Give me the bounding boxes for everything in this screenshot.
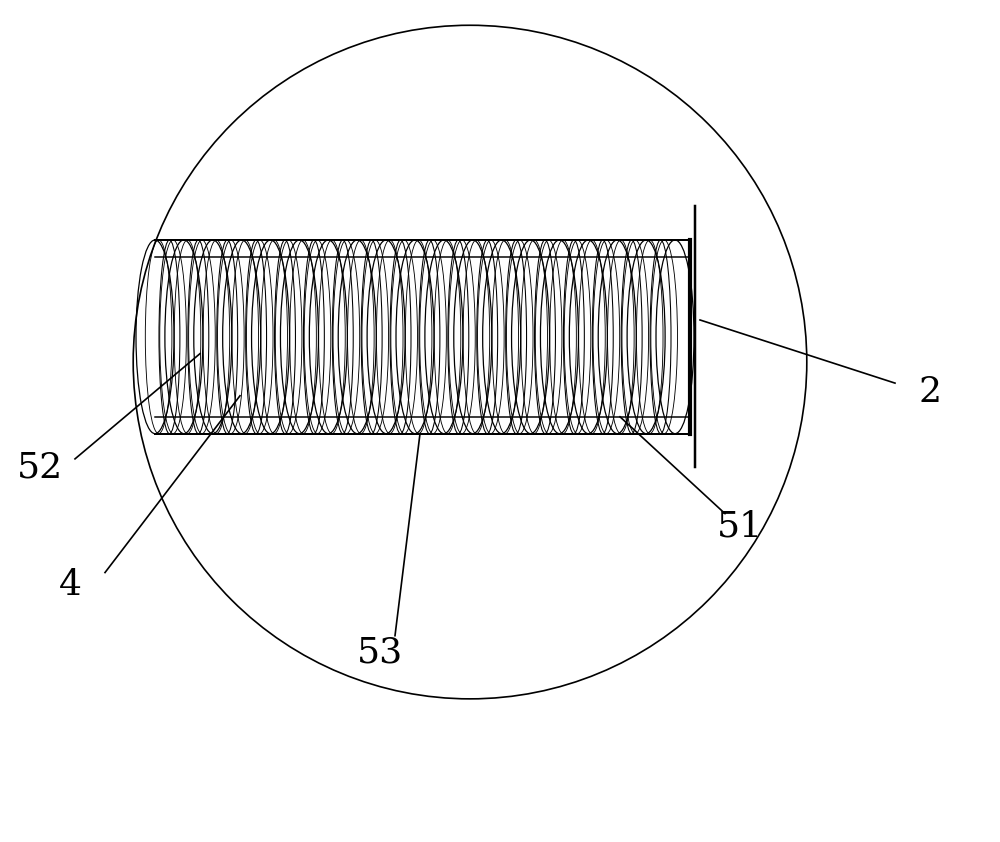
Text: 2: 2 xyxy=(918,375,942,408)
Text: 52: 52 xyxy=(17,450,63,484)
Text: 4: 4 xyxy=(58,568,82,602)
Text: 53: 53 xyxy=(357,636,403,669)
Text: 51: 51 xyxy=(717,509,763,543)
